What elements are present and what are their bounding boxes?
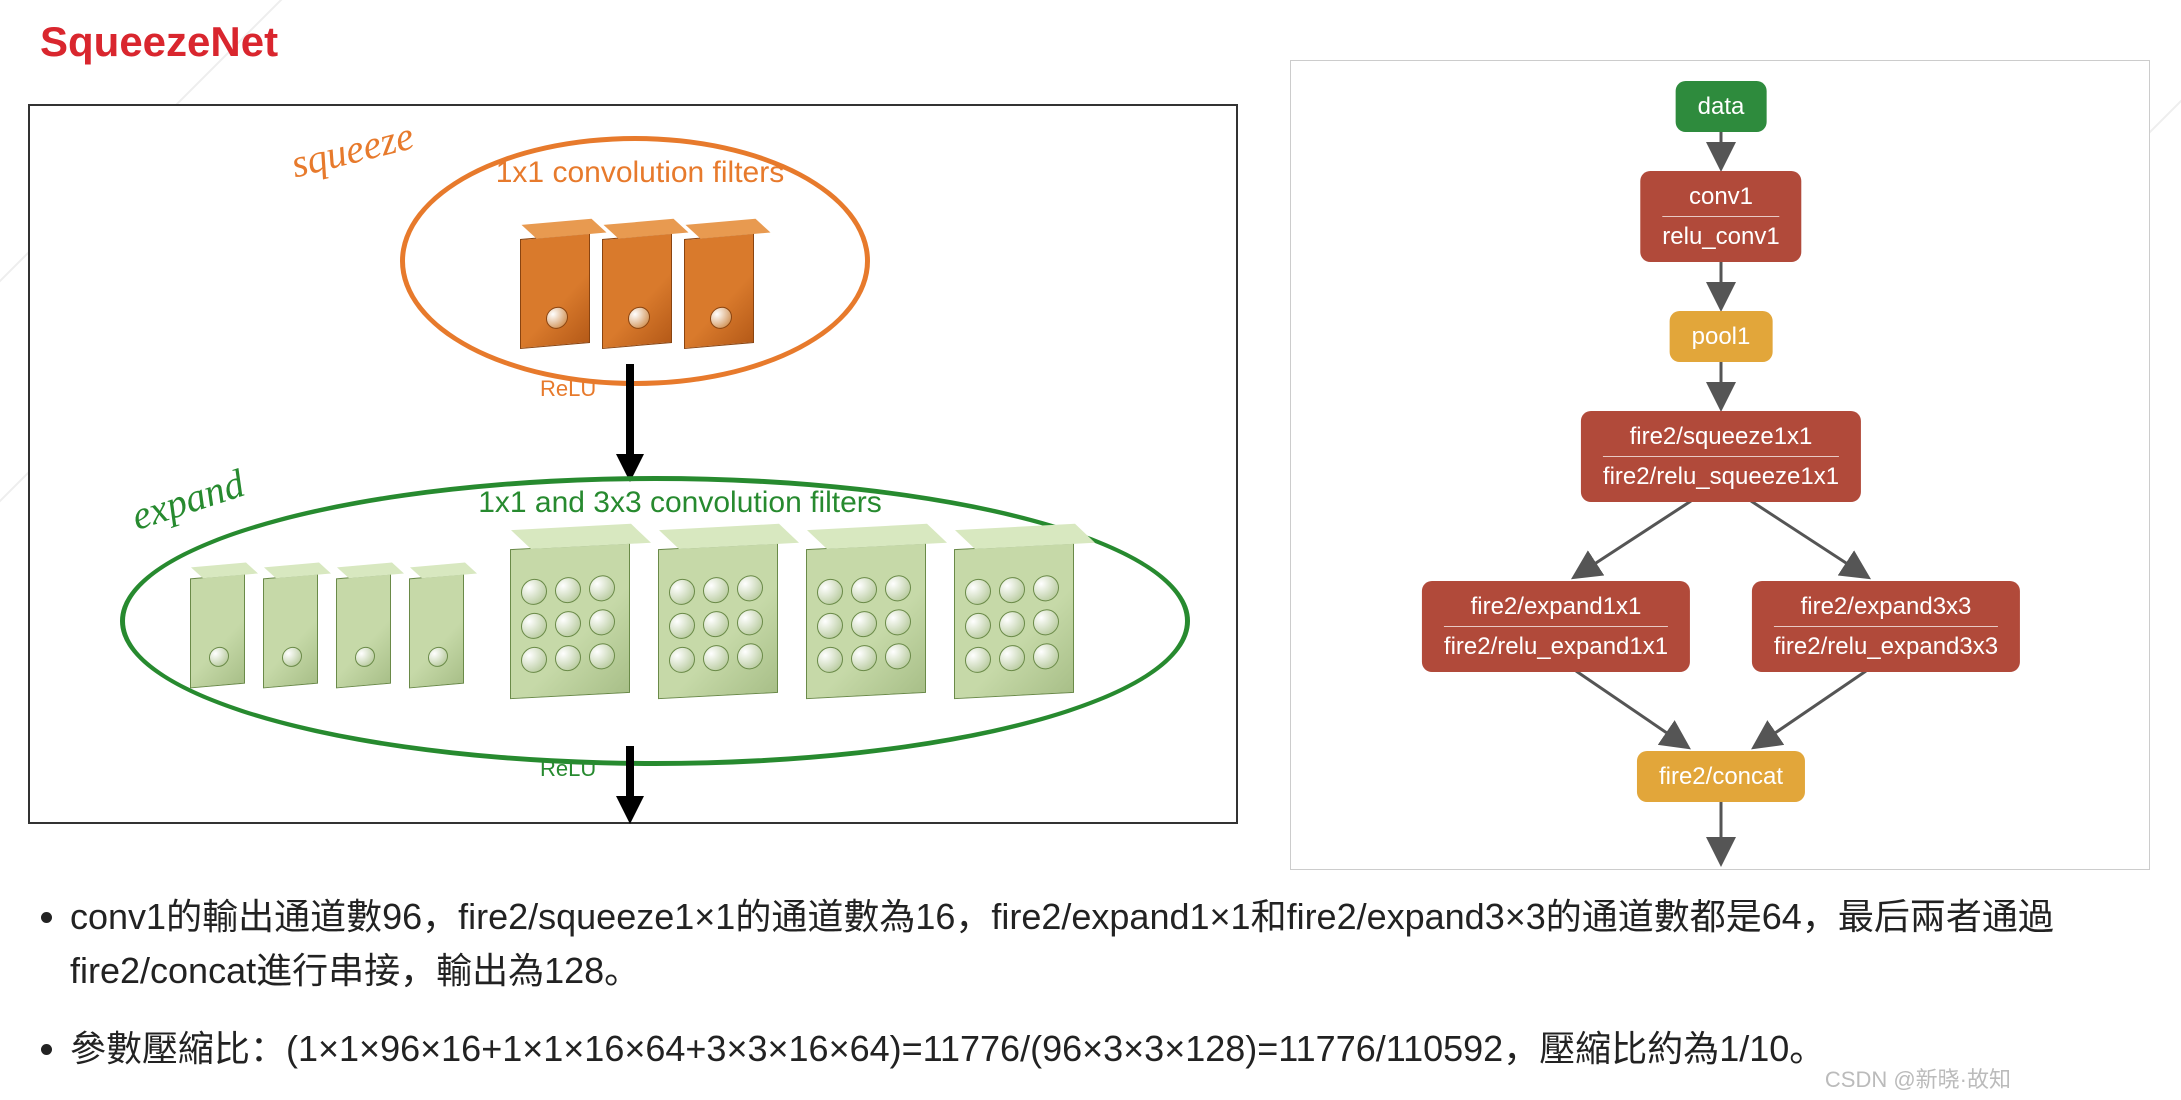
filter-cube-1x1 [336, 574, 391, 689]
expand-1x1-cubes [190, 576, 464, 686]
arrow-down-icon [610, 364, 650, 484]
expand-label: expand [126, 459, 250, 539]
filter-cube-1x1 [602, 233, 672, 349]
flow-node-ex1: fire2/expand1x1fire2/relu_expand1x1 [1422, 581, 1690, 672]
bullet-item: conv1的輸出通道數96，fire2/squeeze1×1的通道數為16，fi… [70, 890, 2140, 998]
filter-cube-3x3 [658, 543, 778, 699]
flow-node-sq: fire2/squeeze1x1fire2/relu_squeeze1x1 [1581, 411, 1861, 502]
filter-cube-3x3 [954, 543, 1074, 699]
filter-cube-3x3 [510, 543, 630, 699]
page-title: SqueezeNet [40, 18, 278, 66]
flow-node-ex3: fire2/expand3x3fire2/relu_expand3x3 [1752, 581, 2020, 672]
filter-cube-1x1 [263, 574, 318, 689]
filter-cube-3x3 [806, 543, 926, 699]
watermark: CSDN @新晓·故知 [1825, 1062, 2011, 1094]
fire-module-diagram: squeeze 1x1 convolution filters ReLU exp… [28, 104, 1238, 824]
squeeze-label: squeeze [286, 112, 418, 188]
filter-cube-1x1 [684, 233, 754, 349]
expand-caption: 1x1 and 3x3 convolution filters [430, 486, 930, 520]
flow-node-concat: fire2/concat [1637, 751, 1805, 802]
filter-cube-1x1 [520, 233, 590, 349]
filter-cube-1x1 [409, 574, 464, 689]
flow-node-data: data [1676, 81, 1767, 132]
arrow-down-icon [610, 746, 650, 826]
expand-3x3-cubes [510, 546, 1074, 696]
relu-label-bottom: ReLU [540, 756, 596, 782]
filter-cube-1x1 [190, 574, 245, 689]
relu-label-top: ReLU [540, 376, 596, 402]
squeeze-caption: 1x1 convolution filters [470, 156, 810, 190]
flow-node-pool1: pool1 [1670, 311, 1773, 362]
squeeze-cubes [520, 236, 754, 346]
flow-node-conv1: conv1relu_conv1 [1640, 171, 1801, 262]
architecture-flowchart: data conv1relu_conv1 pool1 fire2/squeeze1x1… [1290, 60, 2150, 870]
